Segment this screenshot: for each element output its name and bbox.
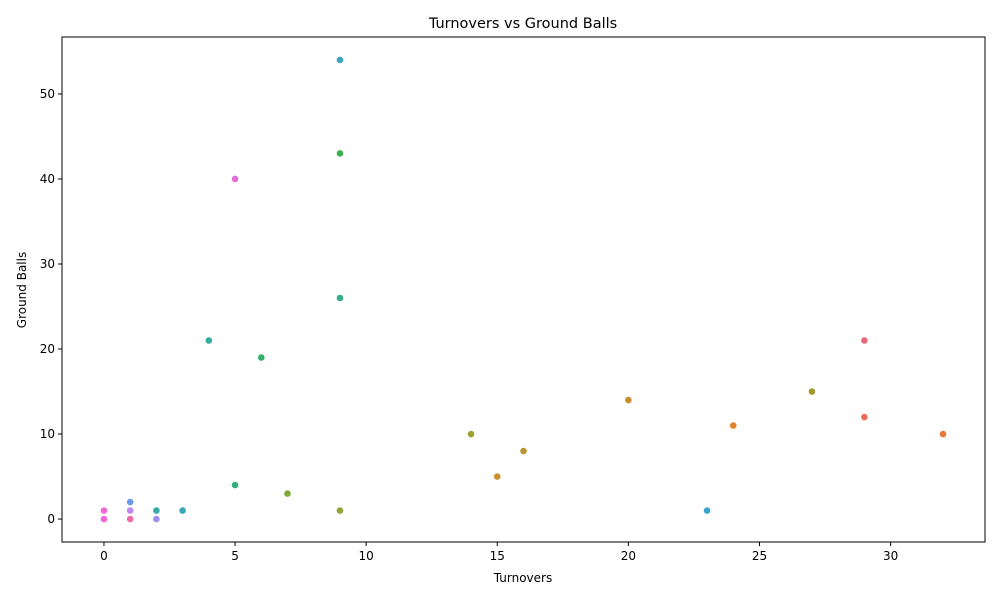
y-tick-label: 10 — [40, 427, 55, 441]
x-axis: 0 5 10 15 20 25 30 — [100, 542, 898, 563]
x-axis-label: Turnovers — [493, 571, 552, 585]
data-point — [729, 421, 738, 430]
x-tick-label: 10 — [359, 549, 374, 563]
y-tick-label: 30 — [40, 257, 55, 271]
data-points — [100, 56, 947, 523]
data-point — [939, 430, 947, 438]
y-tick-label: 20 — [40, 342, 55, 356]
plot-frame — [61, 36, 986, 543]
x-tick-label: 25 — [752, 549, 767, 563]
data-point — [336, 56, 344, 64]
data-point — [519, 447, 528, 455]
data-point — [100, 506, 108, 515]
x-tick-label: 0 — [100, 549, 108, 563]
data-point — [624, 396, 633, 404]
x-tick-label: 20 — [621, 549, 636, 563]
data-point — [204, 336, 213, 345]
data-point — [860, 413, 869, 421]
data-point — [126, 506, 135, 515]
x-tick-label: 15 — [490, 549, 505, 563]
data-point — [336, 294, 344, 302]
data-point — [336, 506, 344, 515]
data-point — [126, 515, 135, 523]
y-tick-label: 40 — [40, 172, 55, 186]
plot-area — [61, 36, 986, 543]
data-point — [178, 506, 187, 515]
y-axis: 0 10 20 30 40 50 — [40, 87, 62, 526]
data-point — [283, 489, 292, 498]
data-point — [493, 472, 502, 481]
data-point — [703, 506, 711, 515]
data-point — [152, 506, 161, 515]
y-axis-label: Ground Balls — [15, 252, 29, 328]
x-tick-label: 30 — [883, 549, 898, 563]
data-point — [231, 175, 239, 183]
data-point — [336, 149, 344, 158]
data-point — [231, 481, 239, 489]
y-tick-label: 0 — [47, 512, 55, 526]
data-point — [467, 430, 475, 438]
chart-title: Turnovers vs Ground Balls — [428, 16, 617, 32]
data-point — [126, 498, 135, 506]
y-tick-label: 50 — [40, 87, 55, 101]
x-tick-label: 5 — [231, 549, 239, 563]
data-point — [257, 353, 266, 362]
data-point — [808, 387, 816, 396]
data-point — [152, 515, 161, 523]
data-point — [860, 336, 869, 345]
data-point — [100, 515, 108, 523]
